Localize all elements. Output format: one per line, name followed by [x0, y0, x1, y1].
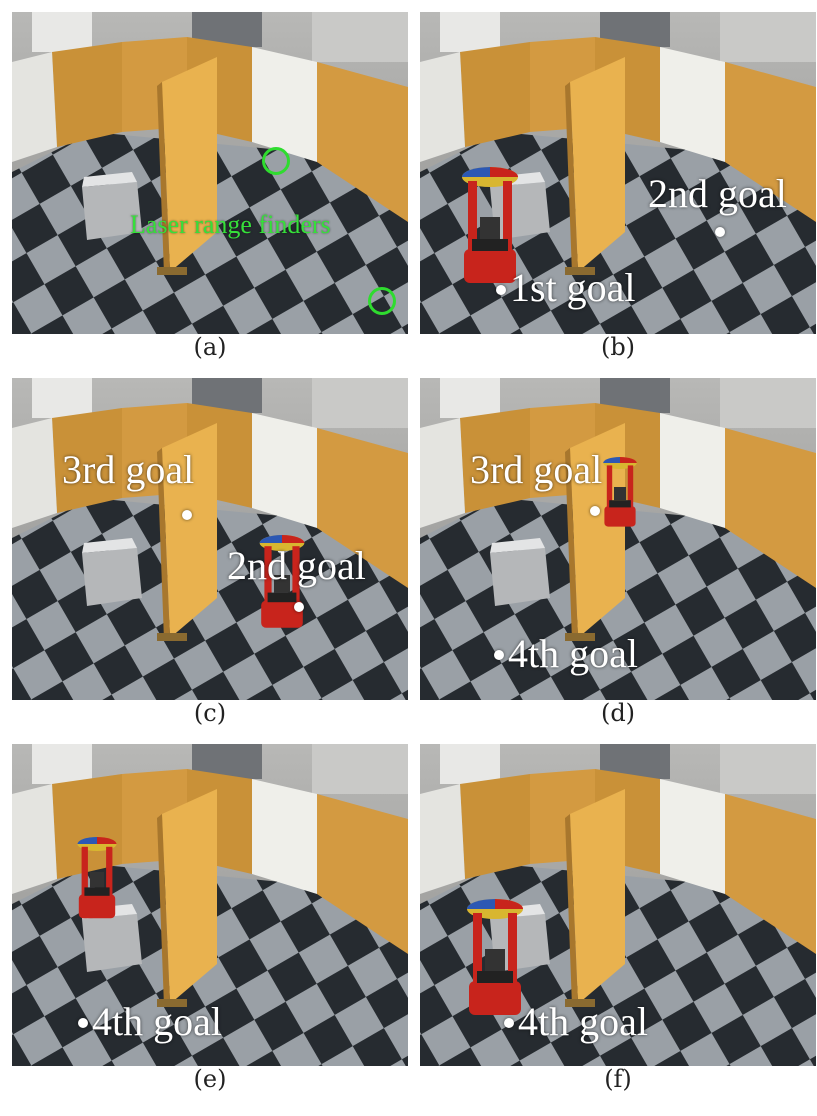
goal-label: 1st goal [510, 265, 636, 310]
panel-a-label: (a) [193, 333, 227, 361]
goal-label: 4th goal [92, 999, 222, 1044]
panel-f: 4th goal (f) [420, 744, 816, 1091]
panel-c-photo [12, 378, 408, 700]
goal-dot [494, 650, 504, 660]
laser-marker-ring [368, 287, 396, 315]
panel-a-photo [12, 12, 408, 334]
goal-dot [715, 227, 725, 237]
goal-label: 3rd goal [62, 447, 195, 492]
goal-dot [78, 1018, 88, 1028]
panel-e-label: (e) [193, 1065, 227, 1093]
goal-dot [294, 602, 304, 612]
panel-f-photo [420, 744, 816, 1066]
goal-label: 3rd goal [470, 447, 603, 492]
goal-dot [182, 510, 192, 520]
goal-label: 2nd goal [648, 171, 787, 216]
panel-a: Laser range finders (a) [12, 12, 408, 359]
panel-f-label: (f) [604, 1065, 632, 1093]
goal-dot [504, 1018, 514, 1028]
laser-range-finders-label: Laser range finders [130, 210, 331, 239]
goal-label: 2nd goal [227, 543, 366, 588]
panel-b-photo [420, 12, 816, 334]
panel-d: 3rd goal 4th goal (d) [420, 378, 816, 725]
panel-e-photo [12, 744, 408, 1066]
goal-dot [590, 506, 600, 516]
panel-d-label: (d) [600, 699, 636, 727]
panel-b: 2nd goal 1st goal (b) [420, 12, 816, 359]
goal-dot [496, 285, 506, 295]
panel-b-label: (b) [600, 333, 636, 361]
laser-marker-ring [262, 147, 290, 175]
panel-d-photo [420, 378, 816, 700]
goal-label: 4th goal [518, 999, 648, 1044]
goal-label: 4th goal [508, 631, 638, 676]
panel-e: 4th goal (e) [12, 744, 408, 1091]
panel-c-label: (c) [193, 699, 227, 727]
panel-c: 3rd goal 2nd goal (c) [12, 378, 408, 725]
